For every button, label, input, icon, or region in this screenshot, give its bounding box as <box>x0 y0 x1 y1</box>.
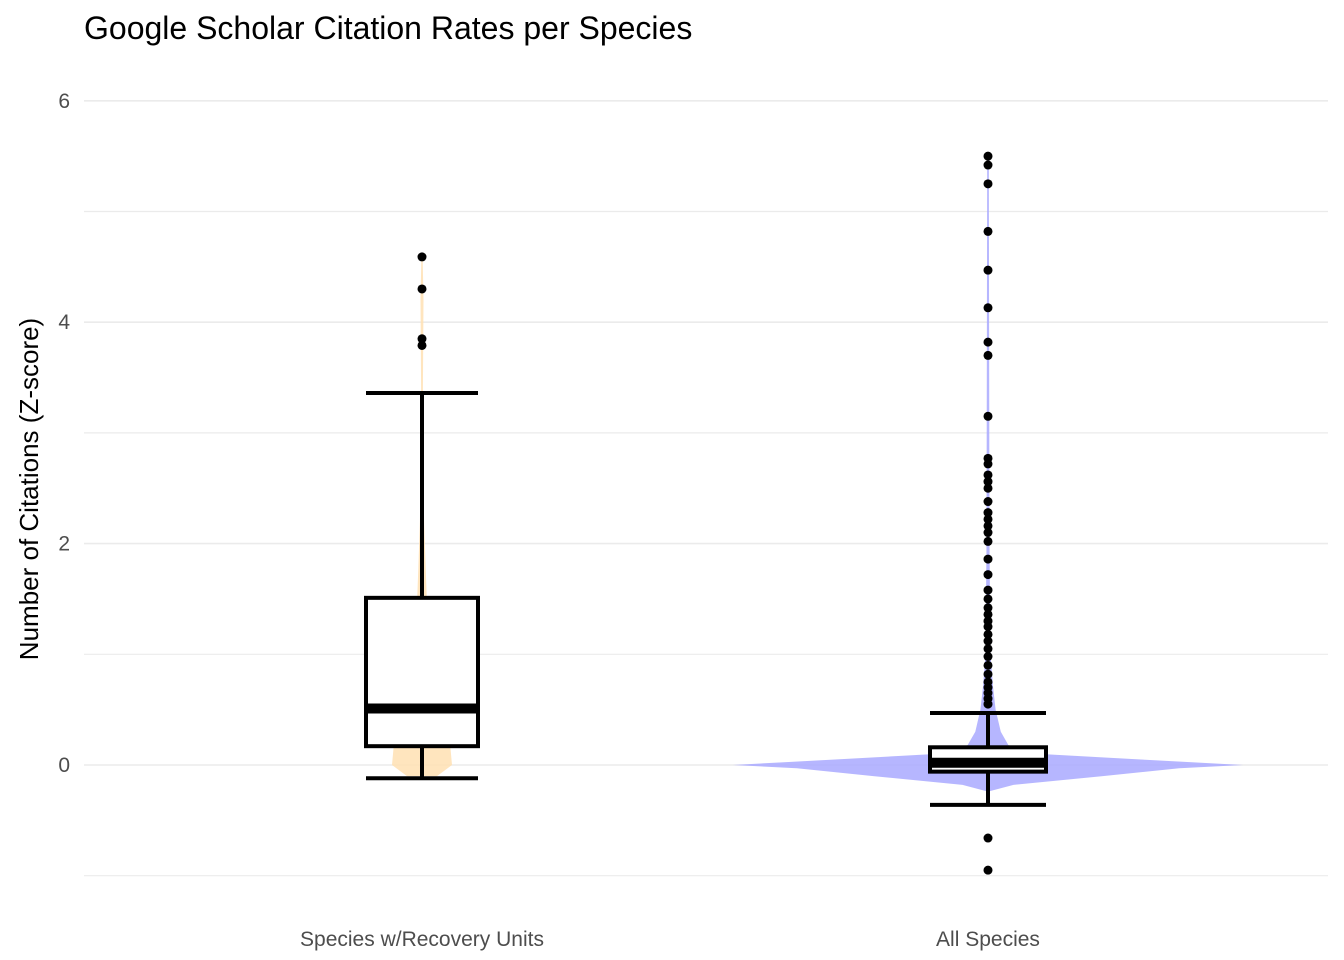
outlier-point <box>983 603 993 613</box>
x-tick-label: All Species <box>936 928 1040 951</box>
outlier-point <box>417 284 427 294</box>
grid-lines <box>84 100 1328 877</box>
outlier-point <box>983 179 993 189</box>
y-tick-labels: 0 2 4 6 <box>58 90 70 777</box>
outlier-point <box>983 636 993 646</box>
outlier-point <box>983 470 993 480</box>
outlier-point <box>983 477 993 487</box>
x-tick-labels: Species w/Recovery Units All Species <box>300 928 1040 951</box>
outlier-point <box>983 350 993 360</box>
outlier-point <box>983 669 993 679</box>
outlier-point <box>983 609 993 619</box>
y-tick-label: 6 <box>58 90 70 113</box>
box-layer <box>364 391 1048 807</box>
violin-layer <box>392 156 1243 792</box>
outlier-point <box>983 411 993 421</box>
outlier-point <box>983 570 993 580</box>
outlier-point <box>983 497 993 507</box>
outlier-point <box>983 514 993 524</box>
outlier-point <box>983 660 993 670</box>
outlier-point <box>983 833 993 843</box>
y-tick-label: 2 <box>58 533 70 556</box>
outlier-point <box>983 303 993 313</box>
box-iqr <box>364 595 480 749</box>
outlier-point <box>983 644 993 654</box>
x-tick-label: Species w/Recovery Units <box>300 928 544 951</box>
y-tick-label: 0 <box>58 754 70 777</box>
outlier-point <box>417 340 427 350</box>
outlier-point <box>983 508 993 518</box>
outlier-point <box>983 160 993 170</box>
y-axis-title: Number of Citations (Z-score) <box>14 318 44 660</box>
outlier-point <box>983 865 993 875</box>
y-tick-label: 4 <box>58 311 70 334</box>
outlier-point <box>983 616 993 626</box>
outlier-point <box>983 594 993 604</box>
outlier-point <box>417 334 427 344</box>
outlier-point <box>983 536 993 546</box>
outlier-point <box>983 226 993 236</box>
outlier-layer <box>417 151 993 875</box>
outlier-point <box>983 265 993 275</box>
outlier-point <box>983 554 993 564</box>
outlier-point <box>983 677 993 687</box>
outlier-point <box>983 629 993 639</box>
outlier-point <box>417 252 427 262</box>
outlier-point <box>983 483 993 493</box>
outlier-point <box>983 453 993 463</box>
outlier-point <box>983 151 993 161</box>
outlier-point <box>983 585 993 595</box>
outlier-point <box>983 521 993 531</box>
chart-title: Google Scholar Citation Rates per Specie… <box>84 10 693 46</box>
outlier-point <box>983 337 993 347</box>
outlier-point <box>983 528 993 538</box>
outlier-point <box>983 652 993 662</box>
